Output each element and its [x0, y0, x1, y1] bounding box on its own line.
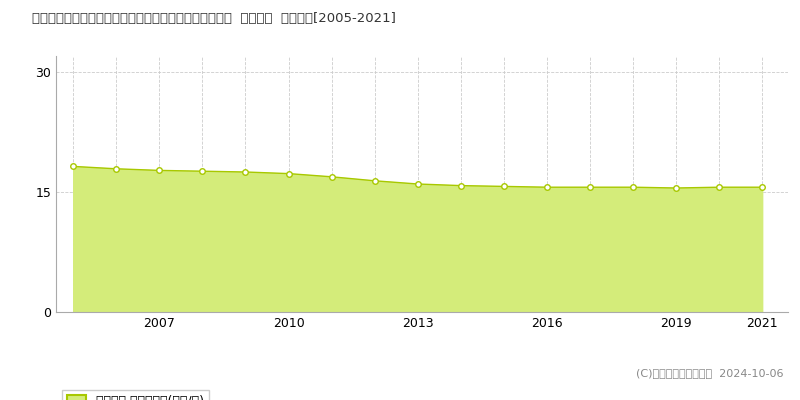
Text: (C)土地価格ドットコム  2024-10-06: (C)土地価格ドットコム 2024-10-06: [637, 368, 784, 378]
Legend: 基準地価 平均坪単価(万円/坪): 基準地価 平均坪単価(万円/坪): [62, 390, 209, 400]
Text: 茨城県那珂郡東海村大字舟石川字大山台５７３番４２外  基準地価  地価推移[2005-2021]: 茨城県那珂郡東海村大字舟石川字大山台５７３番４２外 基準地価 地価推移[2005…: [32, 12, 396, 25]
